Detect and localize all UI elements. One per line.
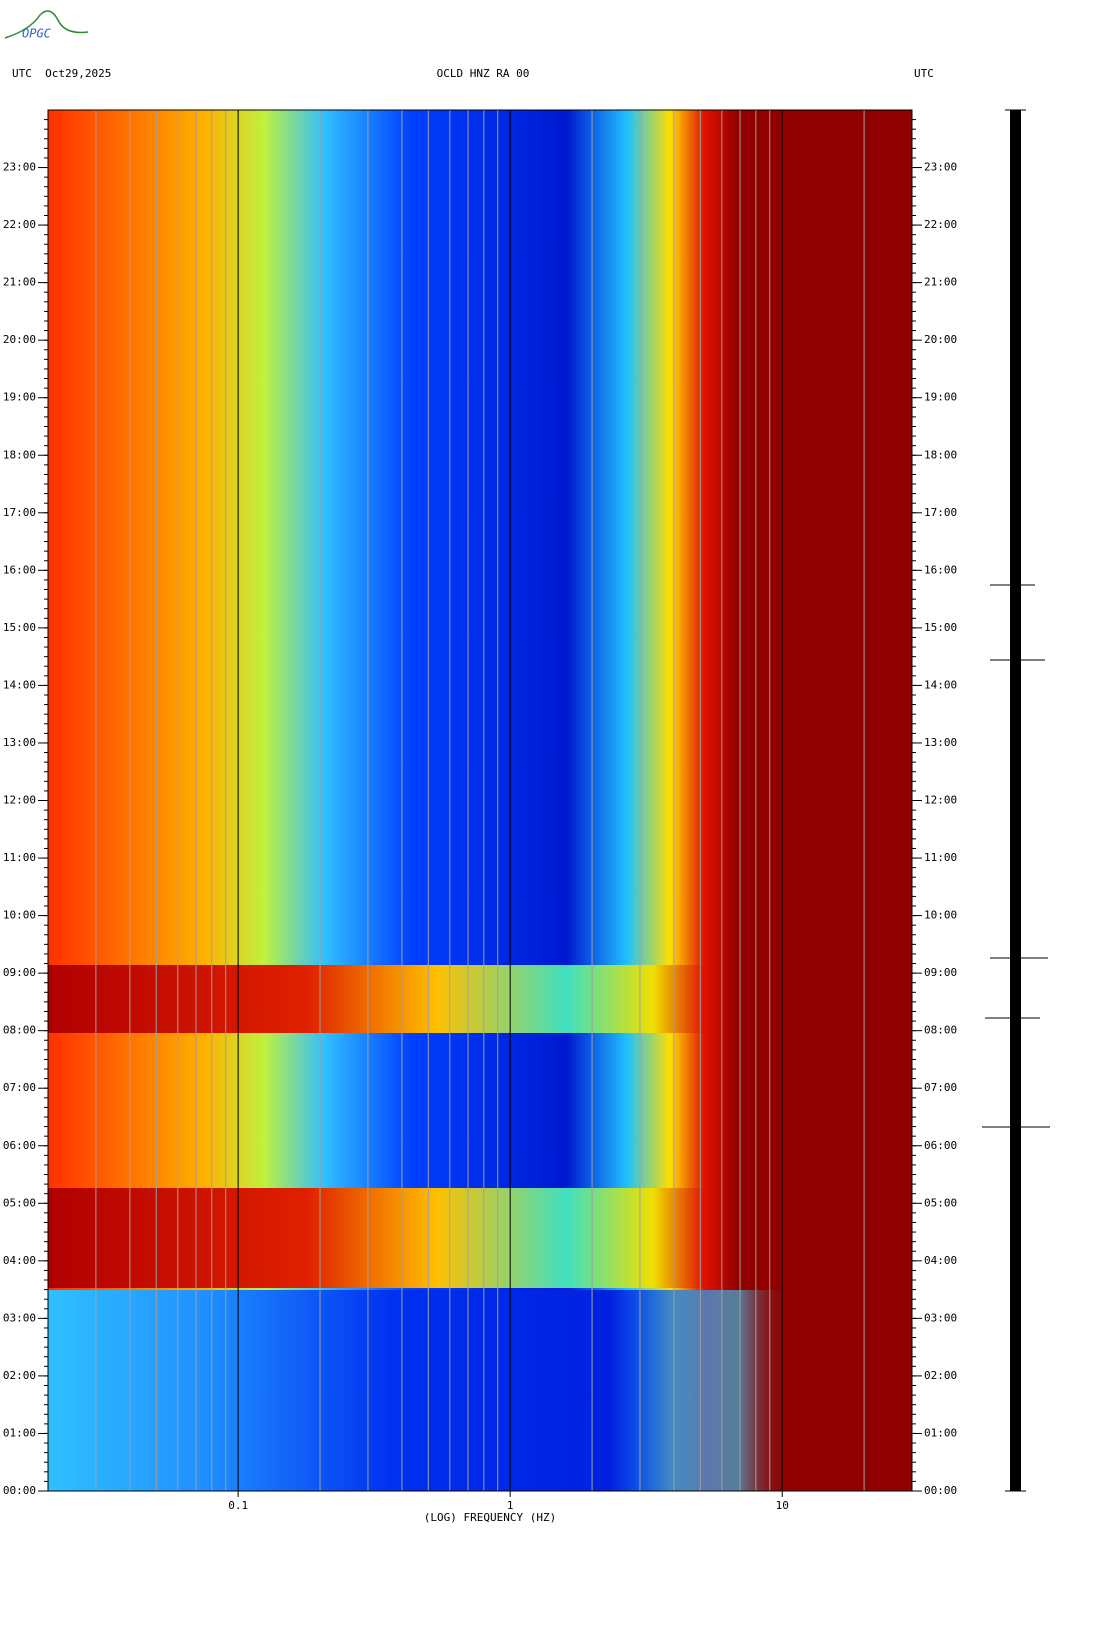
y-tick-label-right: 12:00 bbox=[924, 794, 957, 807]
y-tick-label-right: 23:00 bbox=[924, 161, 957, 174]
header-left: UTC Oct29,2025 bbox=[12, 67, 111, 80]
y-tick-label-right: 06:00 bbox=[924, 1139, 957, 1152]
y-tick-label-right: 19:00 bbox=[924, 391, 957, 404]
y-tick-label-right: 00:00 bbox=[924, 1484, 957, 1497]
y-tick-label: 15:00 bbox=[3, 621, 36, 634]
y-tick-label: 02:00 bbox=[3, 1369, 36, 1382]
y-tick-label: 01:00 bbox=[3, 1426, 36, 1439]
y-tick-label-right: 13:00 bbox=[924, 736, 957, 749]
y-tick-label: 10:00 bbox=[3, 909, 36, 922]
y-tick-label-right: 11:00 bbox=[924, 851, 957, 864]
y-tick-label: 18:00 bbox=[3, 448, 36, 461]
y-tick-label-right: 14:00 bbox=[924, 678, 957, 691]
y-tick-label-right: 10:00 bbox=[924, 909, 957, 922]
chart-title: OCLD HNZ RA 00 bbox=[437, 67, 530, 80]
y-tick-label-right: 03:00 bbox=[924, 1311, 957, 1324]
x-tick-label: 0.1 bbox=[228, 1499, 248, 1512]
y-tick-label-right: 20:00 bbox=[924, 333, 957, 346]
y-tick-label: 04:00 bbox=[3, 1254, 36, 1267]
y-tick-label: 05:00 bbox=[3, 1196, 36, 1209]
x-tick-label: 10 bbox=[776, 1499, 789, 1512]
y-tick-label-right: 02:00 bbox=[924, 1369, 957, 1382]
y-tick-label: 00:00 bbox=[3, 1484, 36, 1497]
y-tick-label-right: 07:00 bbox=[924, 1081, 957, 1094]
y-tick-label: 20:00 bbox=[3, 333, 36, 346]
y-tick-label-right: 04:00 bbox=[924, 1254, 957, 1267]
y-tick-label: 14:00 bbox=[3, 678, 36, 691]
y-tick-label: 12:00 bbox=[3, 794, 36, 807]
y-tick-label: 22:00 bbox=[3, 218, 36, 231]
y-tick-label-right: 16:00 bbox=[924, 563, 957, 576]
y-tick-label-right: 01:00 bbox=[924, 1426, 957, 1439]
y-tick-label: 06:00 bbox=[3, 1139, 36, 1152]
y-tick-label-right: 17:00 bbox=[924, 506, 957, 519]
y-tick-label: 03:00 bbox=[3, 1311, 36, 1324]
y-tick-label: 08:00 bbox=[3, 1024, 36, 1037]
y-tick-label: 23:00 bbox=[3, 161, 36, 174]
y-tick-label-right: 18:00 bbox=[924, 448, 957, 461]
seismogram bbox=[982, 109, 1050, 1492]
spectrogram-image bbox=[48, 110, 912, 1491]
y-tick-label: 11:00 bbox=[3, 851, 36, 864]
y-tick-label: 21:00 bbox=[3, 276, 36, 289]
y-tick-label: 13:00 bbox=[3, 736, 36, 749]
y-tick-label-right: 21:00 bbox=[924, 276, 957, 289]
logo-text: OPGC bbox=[22, 27, 52, 41]
x-tick-label: 1 bbox=[507, 1499, 514, 1512]
y-tick-label-right: 05:00 bbox=[924, 1196, 957, 1209]
y-tick-label: 19:00 bbox=[3, 391, 36, 404]
header-right: UTC bbox=[914, 67, 934, 80]
y-tick-label-right: 22:00 bbox=[924, 218, 957, 231]
y-tick-label: 07:00 bbox=[3, 1081, 36, 1094]
x-axis-label: (LOG) FREQUENCY (HZ) bbox=[424, 1511, 556, 1524]
y-tick-label-right: 15:00 bbox=[924, 621, 957, 634]
y-tick-label-right: 08:00 bbox=[924, 1024, 957, 1037]
y-tick-label-right: 09:00 bbox=[924, 966, 957, 979]
logo: OPGC bbox=[4, 10, 89, 41]
y-tick-label: 09:00 bbox=[3, 966, 36, 979]
y-tick-label: 17:00 bbox=[3, 506, 36, 519]
y-tick-label: 16:00 bbox=[3, 563, 36, 576]
